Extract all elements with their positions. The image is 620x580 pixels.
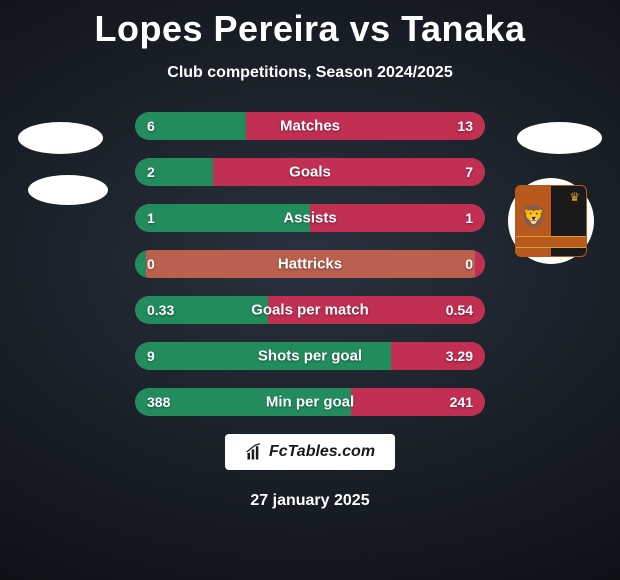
stat-fill-left [135,250,146,278]
stat-row: 2 Goals 7 [135,158,485,186]
player-left-photo-placeholder-2 [28,175,108,205]
chart-icon [245,442,265,462]
stat-row: 9 Shots per goal 3.29 [135,342,485,370]
stat-value-right: 0.54 [446,302,473,318]
stat-row: 0.33 Goals per match 0.54 [135,296,485,324]
stat-fill-right [475,250,486,278]
stat-value-right: 0 [465,256,473,272]
stat-value-right: 13 [457,118,473,134]
stat-fill-right [213,158,485,186]
lion-icon: 🦁 [520,204,547,230]
stat-row: 6 Matches 13 [135,112,485,140]
crown-icon: ♛ [569,190,580,204]
stat-value-left: 0.33 [147,302,174,318]
stat-value-left: 388 [147,394,170,410]
stat-row: 1 Assists 1 [135,204,485,232]
fctables-label: FcTables.com [269,443,375,461]
stat-value-left: 1 [147,210,155,226]
stat-label: Min per goal [266,394,354,411]
stat-value-right: 3.29 [446,348,473,364]
club-band [516,236,586,248]
stat-value-left: 0 [147,256,155,272]
stat-row: 0 Hattricks 0 [135,250,485,278]
subtitle: Club competitions, Season 2024/2025 [0,64,620,82]
stat-value-right: 241 [450,394,473,410]
club-crest: ♛ 🦁 [515,185,587,257]
fctables-badge[interactable]: FcTables.com [225,434,395,470]
date-label: 27 january 2025 [0,492,620,510]
player-right-photo-placeholder [517,122,602,154]
page-title: Lopes Pereira vs Tanaka [0,0,620,50]
stat-row: 388 Min per goal 241 [135,388,485,416]
stats-container: 6 Matches 13 2 Goals 7 1 Assists 1 0 Hattricks 0 0.3… [135,112,485,416]
stat-label: Hattricks [278,256,342,273]
stat-value-left: 9 [147,348,155,364]
club-badge-right: ♛ 🦁 [508,178,594,264]
stat-value-left: 2 [147,164,155,180]
stat-label: Shots per goal [258,348,362,365]
stat-value-right: 7 [465,164,473,180]
stat-value-left: 6 [147,118,155,134]
stat-label: Matches [280,118,340,135]
stat-label: Goals [289,164,331,181]
stat-label: Goals per match [251,302,369,319]
stat-value-right: 1 [465,210,473,226]
player-left-photo-placeholder-1 [18,122,103,154]
stat-label: Assists [283,210,336,227]
